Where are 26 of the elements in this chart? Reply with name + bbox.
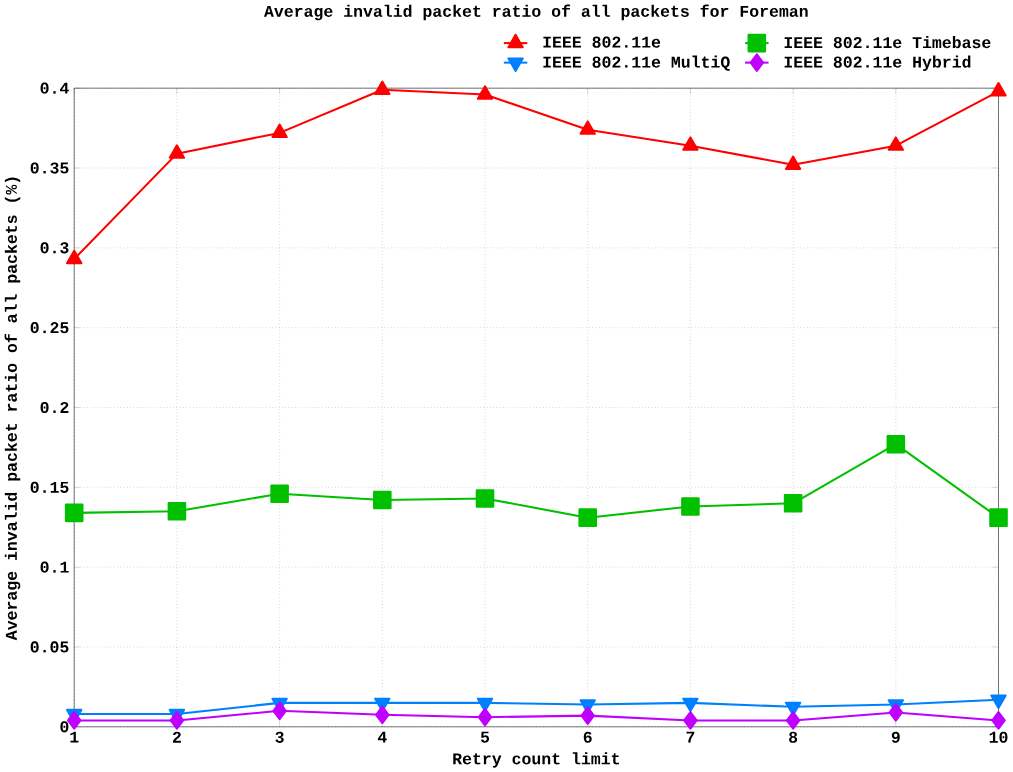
y-tick-label: 0.15 bbox=[30, 481, 69, 493]
x-tick-label: 8 bbox=[789, 731, 798, 743]
x-tick-label: 10 bbox=[989, 731, 1008, 743]
y-tick-label: 0.25 bbox=[30, 321, 69, 334]
y-tick-label: 0.35 bbox=[30, 162, 69, 174]
x-tick-label: 9 bbox=[891, 731, 900, 743]
legend-label: IEEE 802.11e MultiQ bbox=[543, 55, 730, 71]
y-tick-label: 0.4 bbox=[40, 82, 69, 94]
chart-title: Average invalid packet ratio of all packets for Foreman bbox=[263, 4, 808, 21]
y-tick-label: 0.1 bbox=[40, 561, 69, 573]
x-tick-label: 6 bbox=[583, 731, 592, 743]
y-axis-title: Average invalid packet ratio of all packets (%) bbox=[4, 177, 21, 641]
legend-label: IEEE 802.11e bbox=[543, 36, 661, 48]
x-tick-label: 7 bbox=[686, 731, 695, 743]
legend-label: IEEE 802.11e Timebase bbox=[784, 35, 991, 49]
x-tick-label: 5 bbox=[480, 731, 490, 743]
x-tick-label: 1 bbox=[70, 731, 79, 743]
x-tick-label: 2 bbox=[172, 731, 181, 743]
legend-label: IEEE 802.11e Hybrid bbox=[784, 55, 971, 71]
x-tick-label: 4 bbox=[377, 731, 387, 743]
y-tick-label: 0.2 bbox=[40, 401, 69, 413]
x-tick-label: 3 bbox=[275, 731, 284, 743]
y-tick-label: 0.05 bbox=[30, 641, 69, 653]
x-axis-title: Retry count limit bbox=[453, 752, 619, 768]
y-tick-label: 0.3 bbox=[40, 242, 69, 254]
y-tick-label: 0 bbox=[60, 721, 69, 733]
